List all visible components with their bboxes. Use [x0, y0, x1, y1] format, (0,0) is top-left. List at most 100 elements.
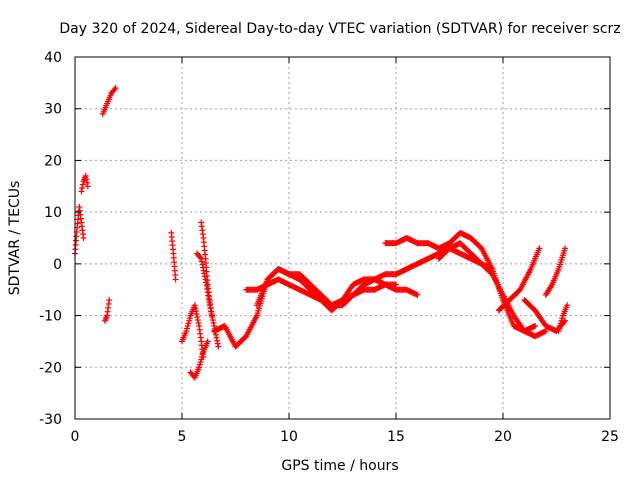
data-point [403, 286, 420, 298]
data-point [467, 235, 484, 251]
axis-ticks [74, 56, 611, 420]
y-axis-label: SDTVAR / TECUs [7, 181, 23, 296]
data-point [191, 366, 202, 381]
x-axis-label: GPS time / hours [281, 458, 398, 474]
data-point [80, 235, 87, 241]
data-point [196, 351, 206, 371]
data-point [532, 322, 539, 329]
y-tick-label: 40 [44, 50, 62, 66]
y-tick-label: -30 [39, 412, 62, 428]
data-point [555, 247, 568, 273]
data-point [446, 240, 463, 252]
data-point [564, 302, 571, 309]
x-tick-label: 10 [280, 429, 298, 445]
data-point [243, 314, 260, 340]
data-point [489, 271, 506, 297]
x-tick-label: 0 [71, 429, 80, 445]
data-points [72, 85, 571, 381]
data-point [99, 102, 110, 117]
series-arc-d [99, 85, 119, 117]
data-point [208, 312, 215, 319]
data-point [191, 302, 202, 326]
y-tick-labels: -30 -20 -10 0 10 20 30 40 [39, 50, 62, 428]
data-point [253, 282, 270, 293]
data-point [183, 315, 193, 335]
data-point [425, 240, 441, 251]
data-point [393, 281, 399, 288]
data-point [198, 219, 206, 238]
data-point [532, 328, 548, 340]
data-point [264, 266, 281, 283]
data-point [562, 245, 569, 252]
data-point [536, 245, 543, 252]
data-point [489, 266, 496, 273]
y-tick-label: 30 [44, 102, 62, 118]
y-tick-label: -20 [39, 360, 62, 376]
y-tick-label: 0 [53, 257, 62, 273]
data-point [414, 291, 421, 298]
data-point [275, 276, 291, 288]
data-point [168, 229, 177, 253]
data-point [527, 247, 542, 273]
data-point [78, 219, 87, 238]
data-point [112, 85, 119, 92]
data-point [204, 338, 211, 345]
data-point [495, 297, 512, 314]
chart-title: Day 320 of 2024, Sidereal Day-to-day VTE… [59, 21, 620, 37]
y-tick-label: 20 [44, 153, 62, 169]
data-point [467, 250, 484, 266]
series-arc-p [495, 245, 543, 314]
data-point [84, 183, 91, 190]
series-arc-a [72, 203, 87, 257]
data-point [232, 334, 249, 350]
data-point [521, 328, 538, 339]
x-tick-label: 5 [178, 429, 187, 445]
data-point [179, 330, 189, 345]
data-point [559, 304, 570, 319]
plot-frame [74, 56, 611, 420]
data-point [172, 276, 179, 283]
data-point [200, 235, 209, 258]
series-arc-b [78, 172, 91, 195]
data-point [549, 267, 561, 288]
y-tick-label: -10 [39, 309, 62, 325]
data-point [221, 322, 238, 348]
x-tick-label: 25 [601, 429, 619, 445]
data-point [307, 291, 324, 303]
series-arc-g [187, 338, 211, 381]
data-point [76, 203, 84, 222]
x-tick-labels: 0 5 10 15 20 25 [71, 429, 619, 445]
data-point [286, 281, 302, 293]
x-tick-label: 20 [494, 429, 512, 445]
data-point [202, 255, 211, 284]
series-arc-c [101, 297, 113, 324]
data-point [350, 276, 366, 288]
series-arc-s [555, 302, 571, 335]
x-tick-label: 15 [387, 429, 405, 445]
grid [75, 57, 610, 419]
data-point [211, 323, 227, 335]
data-point [296, 271, 313, 287]
data-point [82, 172, 91, 186]
series-arc-r [542, 245, 569, 298]
data-point [414, 256, 431, 267]
data-point [517, 267, 533, 293]
data-point [542, 322, 559, 334]
data-point [204, 281, 215, 315]
data-point [72, 228, 80, 257]
data-point [457, 250, 473, 262]
data-point [393, 266, 409, 278]
data-point [371, 282, 388, 293]
y-tick-label: 10 [44, 205, 62, 221]
data-point [104, 92, 114, 107]
data-point [215, 343, 222, 350]
data-point [510, 312, 527, 333]
data-point [506, 287, 523, 304]
data-point [106, 297, 113, 304]
data-point [542, 328, 549, 335]
data-point [187, 304, 197, 319]
series-arc-e [168, 229, 179, 283]
series-arc-i [198, 219, 215, 319]
series-arc-o [435, 240, 496, 273]
